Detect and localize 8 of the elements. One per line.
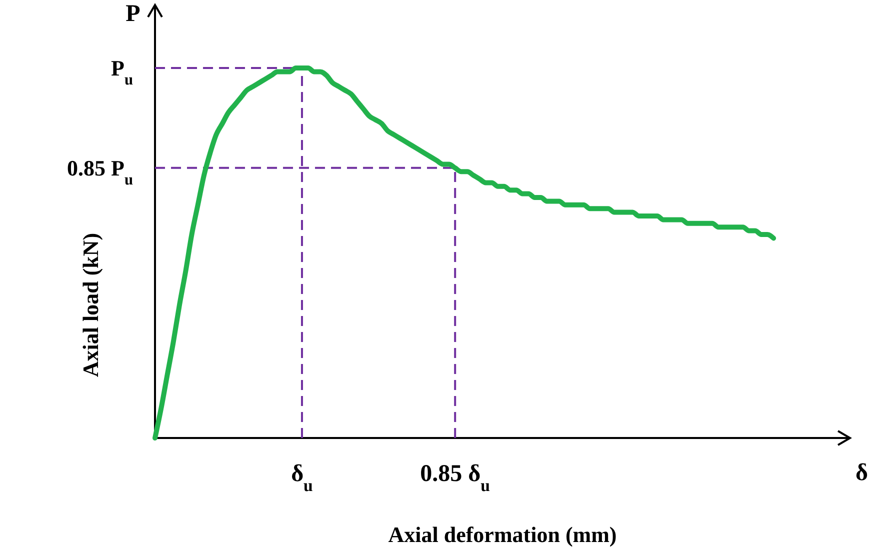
y-axis-title: Axial load (kN) <box>78 232 103 378</box>
x-axis-title: Axial deformation (mm) <box>388 522 617 547</box>
x-tick-label: δ$_{u}$ <box>291 461 313 495</box>
ref-line-label: 0.85 P$_{u}$ <box>66 156 134 188</box>
ref-line-label: P$_{u}$ <box>110 56 134 88</box>
text: P <box>126 1 140 27</box>
text: δ <box>856 460 868 486</box>
x-tick-label: 0.85 δ$_{u}$ <box>420 461 490 495</box>
